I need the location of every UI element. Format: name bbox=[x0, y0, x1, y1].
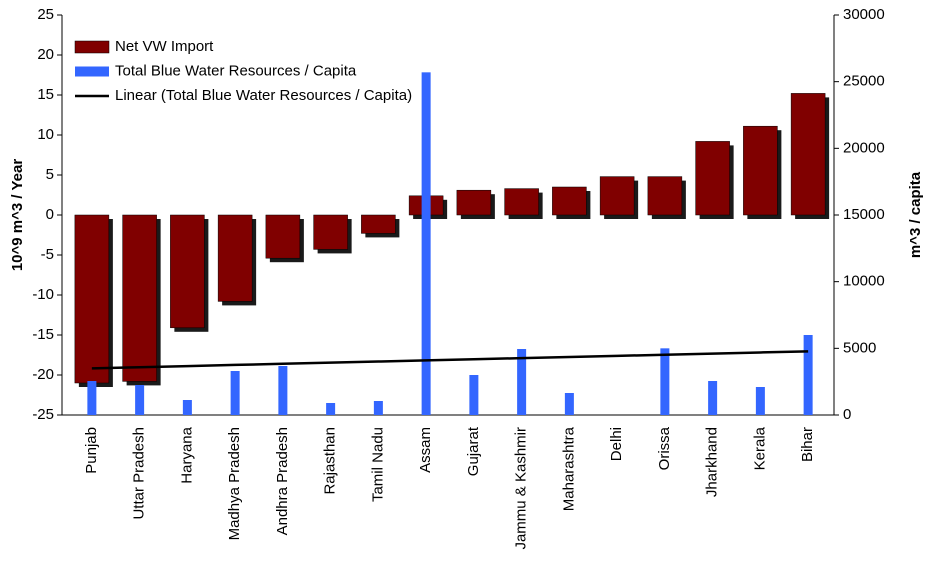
bar bbox=[743, 125, 778, 216]
y-tick-label: 20 bbox=[37, 46, 54, 63]
bar bbox=[87, 381, 97, 415]
y2-tick-label: 25000 bbox=[843, 73, 885, 90]
legend-label: Total Blue Water Resources / Capita bbox=[115, 62, 357, 79]
x-tick-label: Jharkhand bbox=[704, 427, 721, 497]
y-tick-label: 5 bbox=[46, 166, 54, 183]
bar bbox=[599, 176, 635, 216]
y2-axis-title: m^3 / capita bbox=[907, 171, 924, 258]
x-tick-label: Madhya Pradesh bbox=[226, 427, 243, 540]
bar bbox=[803, 335, 813, 415]
bar bbox=[313, 214, 348, 250]
x-tick-label: Kerala bbox=[751, 426, 768, 470]
x-tick-label: Delhi bbox=[608, 427, 625, 461]
bar bbox=[230, 371, 240, 415]
bar bbox=[660, 348, 670, 415]
y2-tick-label: 0 bbox=[843, 406, 851, 423]
y2-tick-label: 20000 bbox=[843, 139, 885, 156]
bar bbox=[170, 214, 205, 329]
bar bbox=[708, 381, 718, 415]
x-tick-label: Tamil Nadu bbox=[369, 427, 386, 502]
bar bbox=[517, 349, 527, 415]
bar bbox=[135, 385, 145, 415]
bar bbox=[456, 189, 492, 216]
x-tick-label: Assam bbox=[417, 427, 434, 473]
bar bbox=[122, 214, 157, 382]
bar bbox=[265, 214, 301, 259]
x-tick-label: Andhra Pradesh bbox=[274, 427, 291, 535]
trend-line bbox=[91, 350, 809, 370]
bar bbox=[74, 214, 110, 384]
bar bbox=[552, 186, 587, 216]
bar bbox=[504, 188, 539, 216]
legend-label: Linear (Total Blue Water Resources / Cap… bbox=[115, 87, 412, 104]
bar bbox=[421, 72, 431, 415]
bar bbox=[182, 400, 192, 415]
y2-tick-label: 10000 bbox=[843, 273, 885, 290]
legend-swatch bbox=[75, 66, 109, 77]
y-tick-label: 15 bbox=[37, 86, 54, 103]
bar bbox=[755, 387, 765, 415]
y2-tick-label: 30000 bbox=[843, 6, 885, 23]
y-tick-label: -5 bbox=[41, 246, 54, 263]
y2-tick-label: 15000 bbox=[843, 206, 885, 223]
y-tick-label: -20 bbox=[32, 366, 54, 383]
y-tick-label: 0 bbox=[46, 206, 54, 223]
legend-swatch bbox=[74, 40, 110, 54]
x-tick-label: Uttar Pradesh bbox=[131, 427, 148, 520]
bar bbox=[326, 403, 336, 415]
x-tick-label: Bihar bbox=[799, 427, 816, 462]
y-tick-label: 10 bbox=[37, 126, 54, 143]
bar bbox=[361, 214, 396, 234]
legend-label: Net VW Import bbox=[115, 38, 214, 55]
bar bbox=[217, 214, 253, 302]
y-tick-label: -25 bbox=[32, 406, 54, 423]
x-tick-label: Orissa bbox=[656, 426, 673, 470]
x-tick-label: Gujarat bbox=[465, 426, 482, 476]
x-tick-label: Rajasthan bbox=[322, 427, 339, 495]
bar bbox=[647, 176, 683, 216]
y2-tick-label: 5000 bbox=[843, 339, 876, 356]
y-tick-label: -15 bbox=[32, 326, 54, 343]
x-tick-label: Haryana bbox=[178, 426, 195, 483]
bar bbox=[373, 401, 383, 415]
bar bbox=[278, 366, 288, 415]
x-tick-label: Maharashtra bbox=[560, 426, 577, 511]
bar bbox=[790, 93, 826, 216]
bar bbox=[564, 393, 574, 415]
x-tick-label: Punjab bbox=[83, 427, 100, 474]
bar bbox=[695, 141, 730, 216]
y-axis-title: 10^9 m^3 / Year bbox=[9, 159, 26, 271]
bar bbox=[469, 375, 479, 415]
y-tick-label: -10 bbox=[32, 286, 54, 303]
y-tick-label: 25 bbox=[37, 6, 54, 23]
x-tick-label: Jammu & Kashmir bbox=[513, 427, 530, 550]
